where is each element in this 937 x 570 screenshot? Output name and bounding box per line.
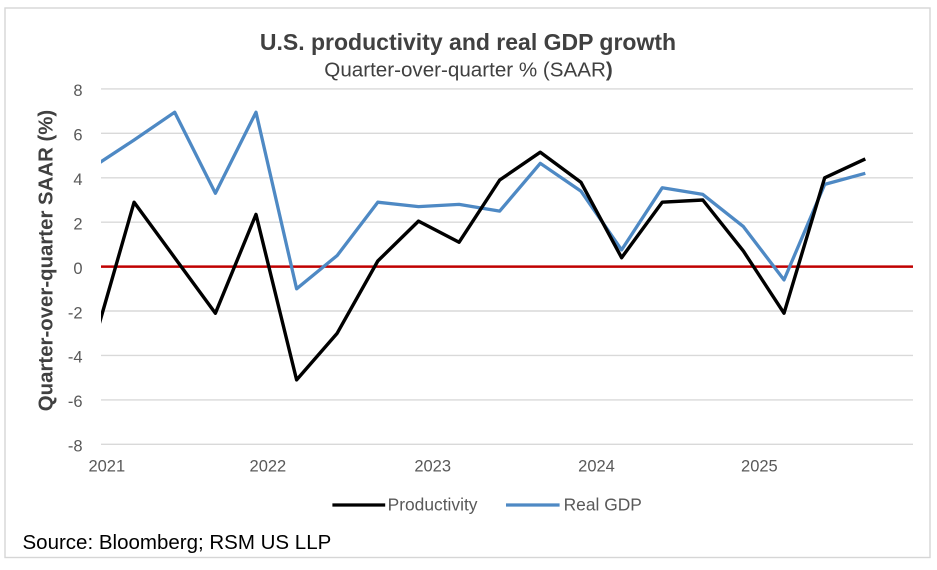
svg-text:-4: -4 — [68, 349, 83, 367]
svg-text:Quarter-over-quarter % (SAAR): Quarter-over-quarter % (SAAR) — [324, 59, 612, 82]
svg-text:0: 0 — [73, 260, 82, 278]
svg-text:8: 8 — [73, 82, 82, 100]
svg-text:4: 4 — [73, 171, 82, 189]
svg-text:2024: 2024 — [578, 458, 615, 476]
svg-text:U.S. productivity and real GDP: U.S. productivity and real GDP growth — [260, 29, 676, 55]
svg-text:Productivity: Productivity — [388, 495, 478, 515]
svg-text:2021: 2021 — [88, 458, 125, 476]
svg-text:6: 6 — [73, 127, 82, 145]
svg-text:Real GDP: Real GDP — [564, 495, 642, 515]
svg-text:2025: 2025 — [741, 458, 778, 476]
svg-text:2: 2 — [73, 216, 82, 234]
svg-text:2022: 2022 — [250, 458, 287, 476]
svg-text:Source: Bloomberg; RSM US LLP: Source: Bloomberg; RSM US LLP — [23, 531, 332, 554]
svg-text:Quarter-over-quarter SAAR (%): Quarter-over-quarter SAAR (%) — [36, 110, 58, 411]
svg-text:-6: -6 — [68, 393, 83, 411]
svg-text:-8: -8 — [68, 438, 83, 456]
svg-text:-2: -2 — [68, 304, 83, 322]
svg-text:2023: 2023 — [414, 458, 451, 476]
